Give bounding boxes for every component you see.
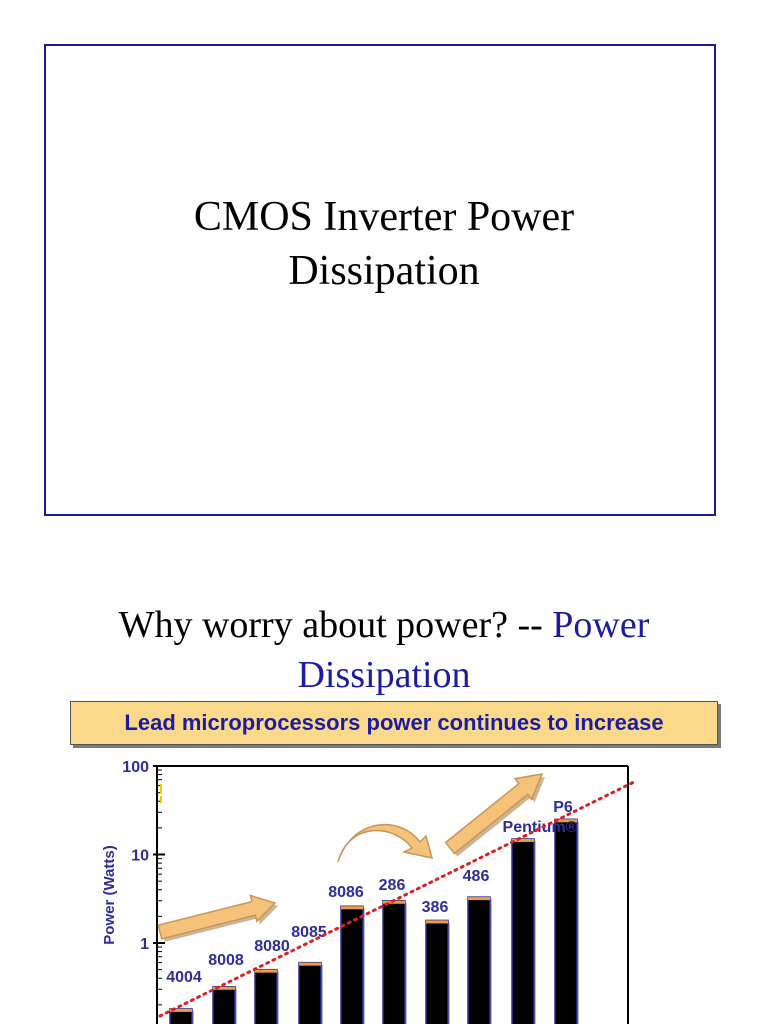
section-heading-prefix: Why worry about power? -- xyxy=(118,604,553,646)
section-heading-accent-2: Dissipation xyxy=(297,654,471,696)
slide-title-line-2: Dissipation xyxy=(288,248,480,294)
bar xyxy=(554,818,578,1024)
bar xyxy=(511,838,535,1024)
y-tick-label: 100 xyxy=(122,759,149,776)
arrow-icon xyxy=(157,894,277,940)
bar-cap xyxy=(555,819,577,823)
category-label: 8008 xyxy=(208,952,244,969)
category-label: 4004 xyxy=(166,969,202,986)
bar xyxy=(425,919,449,1024)
slide-title: CMOS Inverter Power Dissipation xyxy=(0,190,768,298)
bar xyxy=(382,900,406,1024)
bar xyxy=(254,968,278,1024)
bar-cap xyxy=(213,986,235,990)
category-label: P6 xyxy=(553,799,573,816)
bar-cap xyxy=(341,906,363,910)
y-tick-label: 1 xyxy=(140,936,149,953)
category-label: 286 xyxy=(379,877,406,894)
bar-cap xyxy=(299,962,321,966)
bar-cap xyxy=(426,920,448,924)
category-label: 8086 xyxy=(328,884,364,901)
bar xyxy=(298,961,322,1024)
bar xyxy=(467,896,491,1024)
category-label: 8085 xyxy=(291,924,327,941)
bar-cap xyxy=(512,838,534,842)
bar-cap xyxy=(255,969,277,973)
category-label: 8080 xyxy=(254,938,290,955)
arrow-icon xyxy=(444,773,544,855)
y-tick-label: 10 xyxy=(131,848,149,865)
curved-arrow-icon xyxy=(337,823,434,863)
trend-line xyxy=(158,780,636,1018)
bar-cap xyxy=(170,1008,192,1012)
slide-frame xyxy=(44,44,716,516)
bar xyxy=(212,986,236,1024)
section-heading: Why worry about power? -- Power Dissipat… xyxy=(0,600,768,700)
y-axis-label: Power (Watts) xyxy=(101,845,118,944)
bar-cap xyxy=(468,897,490,901)
banner: Lead microprocessors power continues to … xyxy=(70,701,718,745)
bar-cap xyxy=(383,900,405,904)
category-label: 386 xyxy=(422,899,449,916)
section-heading-accent-1: Power xyxy=(552,604,650,646)
slide-title-line-1: CMOS Inverter Power xyxy=(193,194,575,240)
category-label: Pentium® xyxy=(503,819,578,836)
category-label: 486 xyxy=(463,868,490,885)
